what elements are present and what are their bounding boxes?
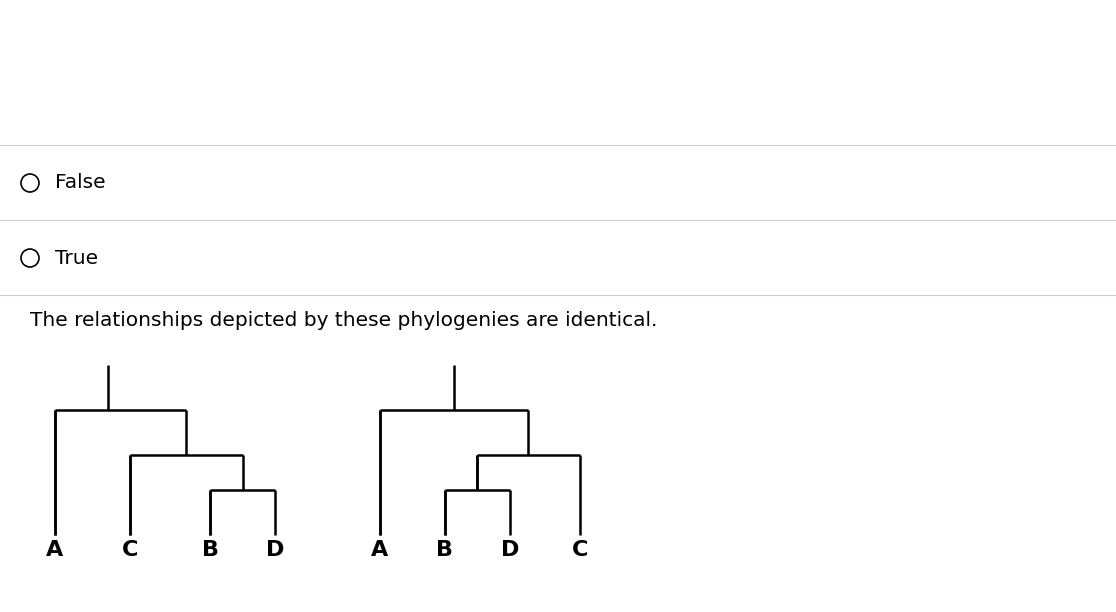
Text: B: B	[436, 540, 453, 560]
Text: D: D	[501, 540, 519, 560]
Text: The relationships depicted by these phylogenies are identical.: The relationships depicted by these phyl…	[30, 310, 657, 329]
Text: A: A	[372, 540, 388, 560]
Text: True: True	[55, 248, 98, 267]
Text: False: False	[55, 173, 106, 193]
Text: C: C	[122, 540, 138, 560]
Text: B: B	[202, 540, 219, 560]
Text: A: A	[47, 540, 64, 560]
Text: D: D	[266, 540, 285, 560]
Text: C: C	[571, 540, 588, 560]
